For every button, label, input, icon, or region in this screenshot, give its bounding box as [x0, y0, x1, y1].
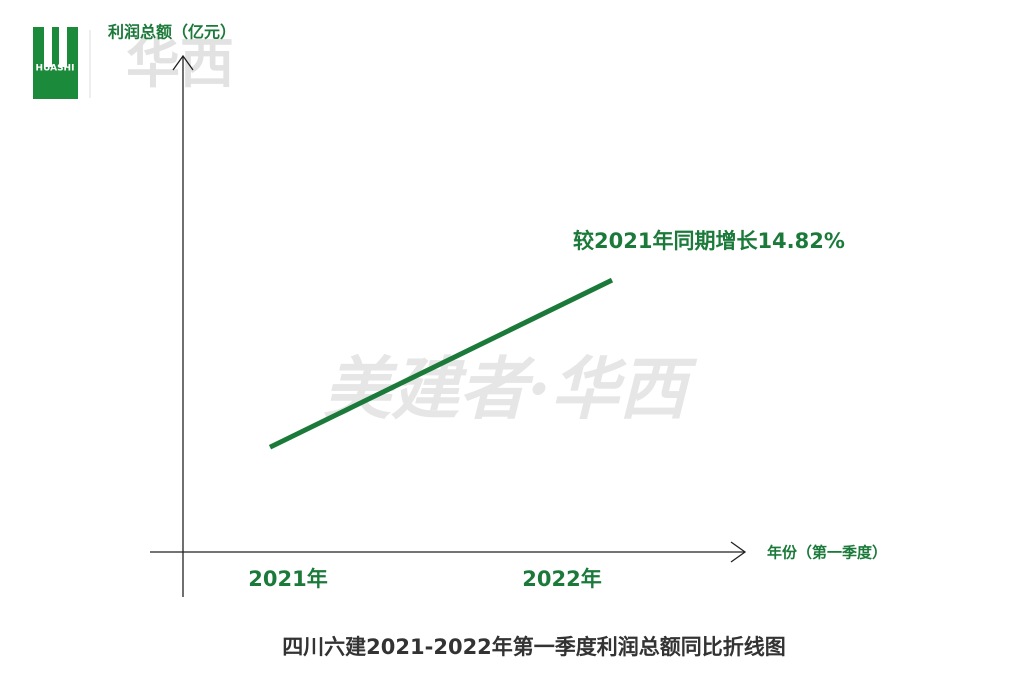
logo-gap	[59, 27, 67, 67]
annotation: 较2021年同期增长14.82%	[573, 229, 845, 253]
logo-gap	[44, 27, 52, 67]
data-line	[268, 277, 614, 450]
x-axis-label: 年份（第一季度）	[767, 544, 887, 562]
y-axis-label: 利润总额（亿元）	[108, 23, 236, 42]
x-tick-label: 2021年	[248, 567, 327, 591]
watermark: 美建者·华西	[323, 350, 698, 430]
logo-mark	[33, 27, 78, 99]
y-axis-arrow	[172, 54, 194, 71]
logo-text: HUASHI	[36, 64, 75, 74]
chart-title: 四川六建2021-2022年第一季度利润总额同比折线图	[282, 635, 786, 659]
x-tick-label: 2022年	[522, 567, 601, 591]
logo-brand: 华西	[126, 31, 234, 95]
x-axis-arrow	[730, 541, 747, 563]
logo: HUASHI 华西	[33, 27, 234, 99]
